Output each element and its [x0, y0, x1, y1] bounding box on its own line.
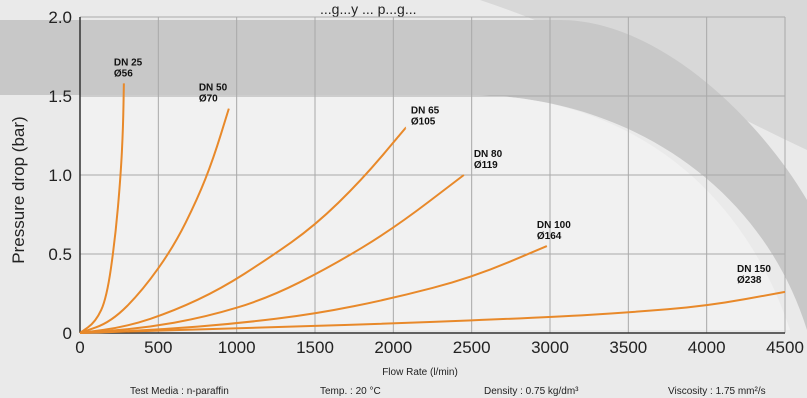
y-tick-label: 1.5 — [48, 87, 72, 106]
series-lines — [79, 83, 786, 334]
series-line-dn-50 — [79, 108, 230, 334]
x-axis-label: Flow Rate (l/min) — [382, 367, 458, 378]
x-tick-label: 500 — [144, 338, 172, 357]
series-label-diameter: Ø119 — [474, 160, 498, 171]
x-tick-label: 0 — [75, 338, 84, 357]
x-tick-label: 3000 — [531, 338, 569, 357]
x-tick-labels: 0 500 1000 1500 2000 2500 3000 3500 4000 4500 — [75, 338, 804, 357]
series-label-diameter: Ø56 — [114, 68, 133, 79]
plot-light-area — [80, 95, 790, 330]
series-label-diameter: Ø164 — [537, 231, 562, 242]
footer-density: Density : 0.75 kg/dm³ — [484, 386, 579, 397]
series-line-dn-65 — [79, 126, 407, 334]
chart-title: ...g...y ... p...g... — [320, 1, 416, 17]
grid — [80, 16, 786, 333]
series-label-diameter: Ø238 — [737, 275, 762, 286]
footer-temp: Temp. : 20 °C — [320, 386, 381, 397]
footer-viscosity: Viscosity : 1.75 mm²/s — [668, 386, 766, 397]
y-axis-label: Pressure drop (bar) — [9, 116, 28, 263]
x-tick-label: 3500 — [609, 338, 647, 357]
series-label-name: DN 65 — [411, 106, 440, 117]
x-tick-label: 4000 — [688, 338, 726, 357]
series-label-diameter: Ø70 — [199, 94, 218, 105]
x-tick-label: 4500 — [766, 338, 804, 357]
axes — [79, 17, 785, 334]
series-line-dn-150 — [79, 290, 786, 334]
series-label-name: DN 25 — [114, 57, 143, 68]
series-label-name: DN 80 — [474, 149, 503, 160]
x-tick-label: 1500 — [296, 338, 334, 357]
series-label-name: DN 50 — [199, 83, 228, 94]
series-line-dn-80 — [79, 174, 465, 334]
y-tick-label: 0 — [63, 324, 72, 343]
background-band-dark — [0, 20, 807, 330]
x-tick-label: 2500 — [453, 338, 491, 357]
footer-media: Test Media : n-paraffin — [130, 386, 229, 397]
x-tick-label: 2000 — [374, 338, 412, 357]
series-label-name: DN 100 — [537, 220, 571, 231]
y-tick-label: 2.0 — [48, 8, 72, 27]
y-tick-labels: 0 0.5 1.0 1.5 2.0 — [48, 8, 72, 343]
x-tick-label: 1000 — [218, 338, 256, 357]
y-tick-label: 1.0 — [48, 166, 72, 185]
series-label-name: DN 150 — [737, 264, 771, 275]
series-line-dn-25 — [79, 83, 125, 334]
y-tick-label: 0.5 — [48, 245, 72, 264]
series-label-diameter: Ø105 — [411, 117, 436, 128]
